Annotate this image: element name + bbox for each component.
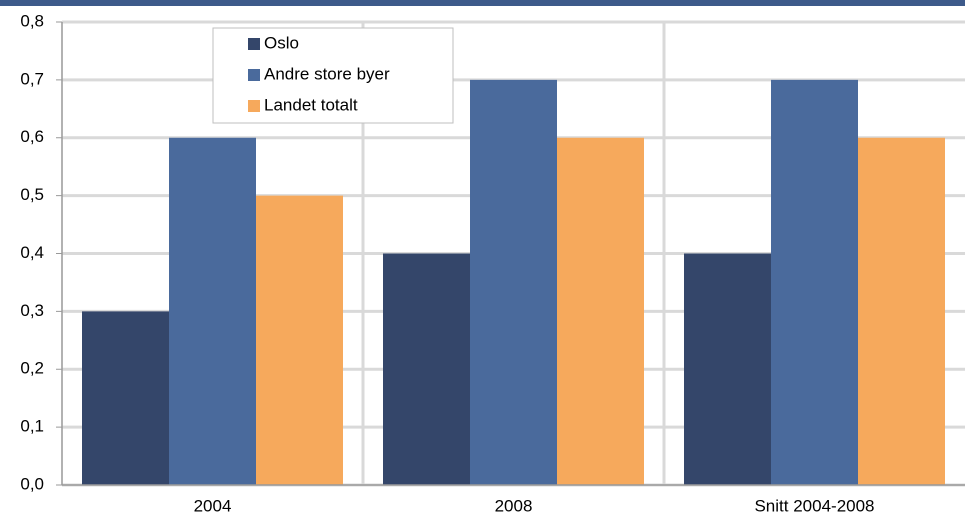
x-tick-label: 2004 [194,496,232,515]
legend-label: Landet totalt [264,95,358,114]
y-tick-label: 0,3 [20,301,44,320]
y-tick-label: 0,8 [20,11,44,30]
bar [169,137,256,485]
y-tick-label: 0,0 [20,474,44,493]
bar [684,253,771,485]
legend-swatch [248,100,260,112]
y-tick-label: 0,1 [20,417,44,436]
y-tick-label: 0,2 [20,359,44,378]
bar [82,311,169,485]
x-tick-label: Snitt 2004-2008 [754,496,874,515]
y-tick-label: 0,7 [20,69,44,88]
x-tick-label: 2008 [495,496,533,515]
bar [256,195,343,485]
bar [771,79,858,485]
y-tick-label: 0,5 [20,185,44,204]
legend-swatch [248,38,260,50]
bar [470,79,557,485]
y-tick-label: 0,6 [20,127,44,146]
top-band [0,0,965,6]
bar [858,137,945,485]
bar [557,137,644,485]
legend-label: Andre store byer [264,64,390,83]
legend-swatch [248,69,260,81]
bar [383,253,470,485]
legend-label: Oslo [264,33,299,52]
y-tick-label: 0,4 [20,243,44,262]
